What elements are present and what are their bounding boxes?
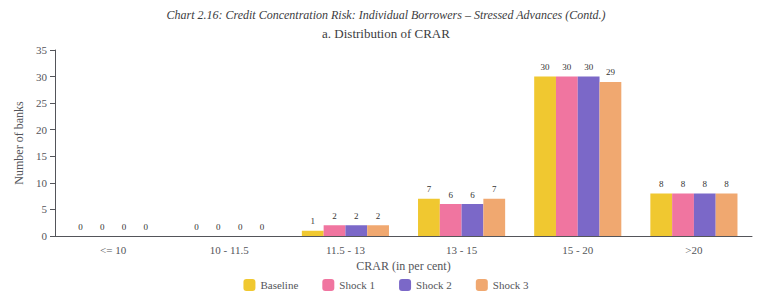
svg-text:10: 10 xyxy=(36,177,48,189)
svg-text:6: 6 xyxy=(448,190,453,200)
svg-text:Number of banks: Number of banks xyxy=(12,101,26,185)
svg-text:5: 5 xyxy=(42,203,48,215)
svg-text:0: 0 xyxy=(122,222,127,232)
svg-text:8: 8 xyxy=(724,179,729,189)
svg-text:0: 0 xyxy=(238,222,243,232)
svg-text:30: 30 xyxy=(541,62,551,72)
svg-text:2: 2 xyxy=(332,211,337,221)
svg-text:Shock 1: Shock 1 xyxy=(339,279,375,291)
svg-text:CRAR (in per cent): CRAR (in per cent) xyxy=(356,259,450,273)
svg-text:7: 7 xyxy=(492,184,497,194)
svg-text:Baseline: Baseline xyxy=(260,279,298,291)
svg-text:30: 30 xyxy=(562,62,572,72)
svg-text:8: 8 xyxy=(703,179,708,189)
svg-text:8: 8 xyxy=(681,179,686,189)
svg-text:0: 0 xyxy=(42,230,48,242)
svg-text:25: 25 xyxy=(36,97,48,109)
svg-text:0: 0 xyxy=(78,222,83,232)
svg-text:30: 30 xyxy=(584,62,594,72)
svg-text:13 - 15: 13 - 15 xyxy=(446,244,478,256)
svg-text:11.5 - 13: 11.5 - 13 xyxy=(326,244,366,256)
svg-text:2: 2 xyxy=(376,211,381,221)
svg-text:1: 1 xyxy=(310,216,315,226)
svg-text:10 - 11.5: 10 - 11.5 xyxy=(210,244,250,256)
svg-text:Shock 3: Shock 3 xyxy=(493,279,529,291)
svg-text:0: 0 xyxy=(260,222,265,232)
svg-text:8: 8 xyxy=(659,179,664,189)
svg-text:20: 20 xyxy=(36,124,48,136)
svg-text:35: 35 xyxy=(36,44,48,56)
svg-text:Chart 2.16: Credit Concentrati: Chart 2.16: Credit Concentration Risk: I… xyxy=(166,8,605,22)
svg-text:0: 0 xyxy=(144,222,149,232)
svg-text:a. Distribution of CRAR: a. Distribution of CRAR xyxy=(322,26,450,41)
svg-text:0: 0 xyxy=(194,222,199,232)
svg-text:29: 29 xyxy=(606,67,616,77)
svg-text:<= 10: <= 10 xyxy=(100,244,127,256)
svg-text:15: 15 xyxy=(36,150,48,162)
svg-text:0: 0 xyxy=(216,222,221,232)
svg-text:0: 0 xyxy=(100,222,105,232)
svg-text:30: 30 xyxy=(36,71,48,83)
svg-text:>20: >20 xyxy=(685,244,703,256)
svg-text:6: 6 xyxy=(470,190,475,200)
svg-text:7: 7 xyxy=(427,184,432,194)
svg-text:Shock 2: Shock 2 xyxy=(416,279,452,291)
svg-text:2: 2 xyxy=(354,211,359,221)
svg-text:15 - 20: 15 - 20 xyxy=(562,244,594,256)
